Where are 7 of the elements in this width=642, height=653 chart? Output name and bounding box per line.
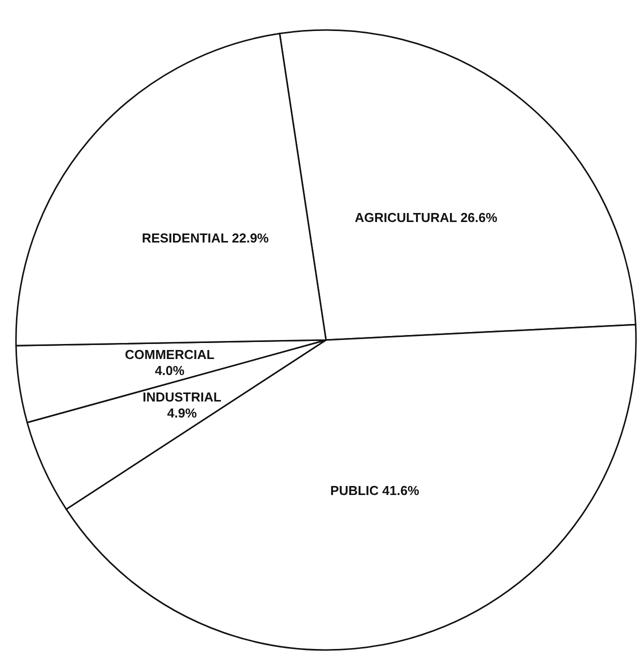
data-label: 4.0% (154, 363, 185, 378)
slice-label: PUBLIC 41.6% (330, 482, 420, 498)
slice-label: AGRICULTURAL 26.6% (354, 210, 498, 226)
slice-label: COMMERCIAL (124, 347, 214, 362)
slice-label: INDUSTRIAL (142, 389, 222, 404)
data-label: 4.9% (167, 405, 198, 420)
slice-label: RESIDENTIAL 22.9% (142, 230, 270, 246)
